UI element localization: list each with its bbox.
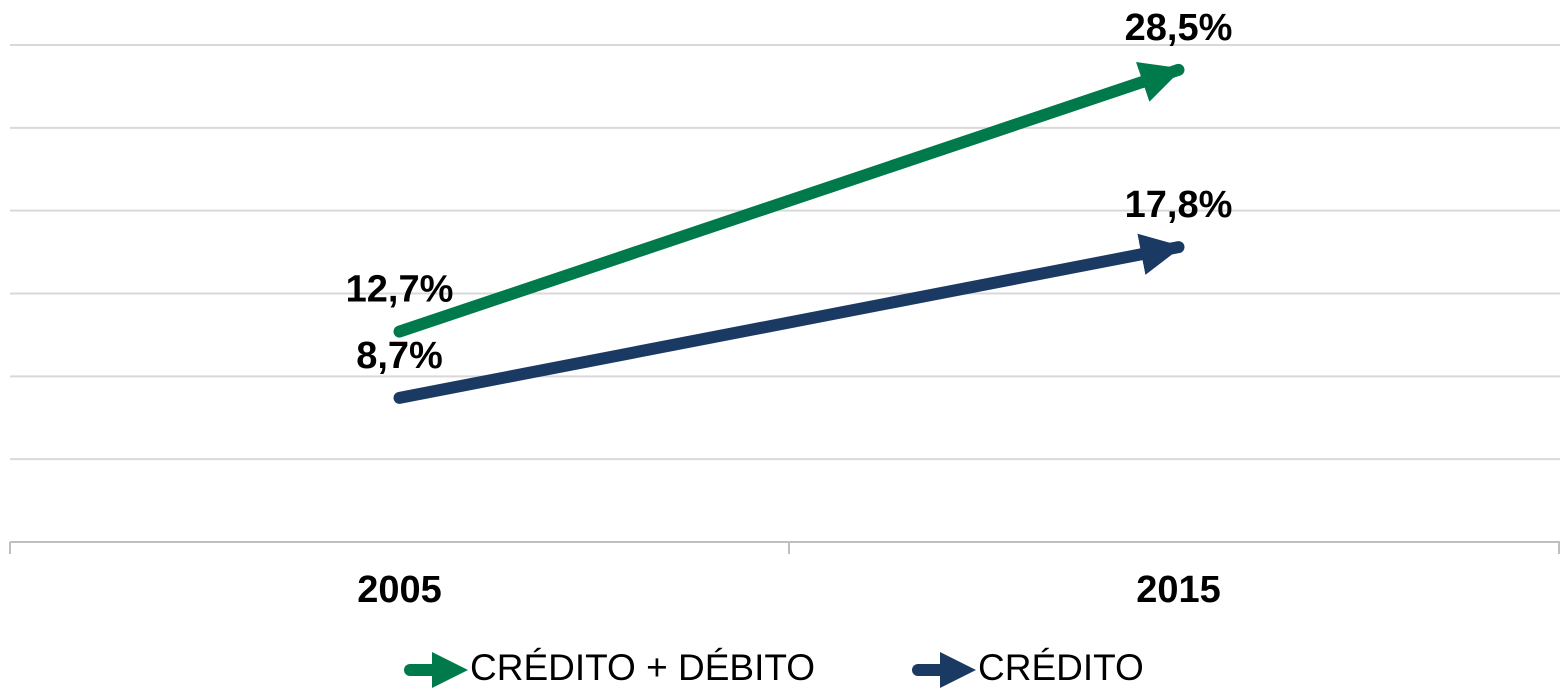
data-label: 28,5% xyxy=(1125,7,1233,49)
data-label: 12,7% xyxy=(346,269,454,311)
legend-label: CRÉDITO + DÉBITO xyxy=(470,647,815,688)
data-label: 8,7% xyxy=(356,335,443,377)
x-tick-label: 2015 xyxy=(1136,569,1221,611)
legend-swatch-head xyxy=(432,652,468,688)
line xyxy=(393,233,1185,404)
legend-swatch-head xyxy=(940,652,976,688)
data-label: 17,8% xyxy=(1125,184,1233,226)
line xyxy=(393,61,1185,338)
legend-label: CRÉDITO xyxy=(978,647,1144,688)
x-tick-label: 2005 xyxy=(357,569,442,611)
